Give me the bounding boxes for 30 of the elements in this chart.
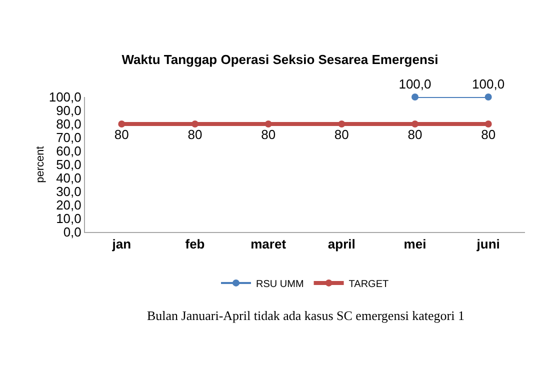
data-label: 100,0 [398,76,432,92]
chart-title: Waktu Tanggap Operasi Seksio Sesarea Emergensi [122,52,438,67]
y-tick-label: 0,0 [63,224,82,240]
y-axis-title: percent [34,146,47,183]
x-tick-label: april [328,236,356,252]
y-tick-label: 80,0 [56,116,82,132]
y-tick-label: 30,0 [56,184,82,200]
data-label: 80 [261,127,276,142]
data-label: 80 [114,127,129,142]
y-tick-label: 60,0 [56,144,82,159]
legend-label: TARGET [348,278,389,290]
x-tick-label: jan [111,236,132,252]
y-tick-label: 100,0 [48,90,82,105]
data-label: 80 [188,127,202,142]
x-tick-label: mei [404,236,426,252]
y-tick-label: 10,0 [56,211,82,226]
y-tick-label: 90,0 [56,103,82,118]
y-tick-label: 50,0 [56,157,82,172]
data-label: 80 [334,127,349,142]
data-label: 100,0 [472,76,505,92]
x-tick-label: feb [185,236,205,252]
x-tick-label: juni [476,236,500,252]
y-tick-label: 40,0 [56,170,82,186]
x-tick-label: maret [250,236,287,252]
y-tick-label: 20,0 [56,198,82,213]
y-tick-label: 70,0 [56,130,82,146]
legend-label: RSU UMM [256,278,304,290]
data-label: 80 [408,127,422,142]
text: Bulan Januari-April tidak ada kasus SC emergensi kategori 1 [147,308,464,323]
data-label: 80 [481,127,496,142]
